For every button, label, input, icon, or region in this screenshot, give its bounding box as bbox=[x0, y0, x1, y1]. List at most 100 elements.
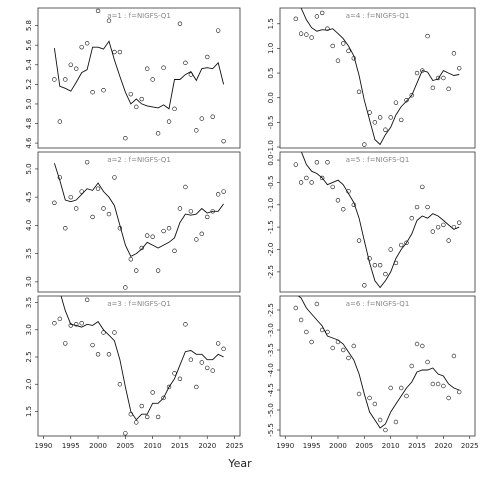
y-tick-label: -5.5 bbox=[267, 423, 275, 437]
y-tick-label: -4.5 bbox=[267, 383, 275, 397]
observed-point bbox=[68, 323, 73, 328]
observed-point bbox=[194, 237, 199, 242]
observed-point bbox=[63, 341, 68, 346]
observed-point bbox=[314, 160, 320, 165]
observed-point bbox=[409, 215, 414, 221]
observed-point bbox=[112, 49, 117, 55]
y-tick-label: 3.0 bbox=[25, 276, 33, 287]
observed-point bbox=[362, 142, 367, 147]
observed-point bbox=[304, 175, 309, 181]
observed-point bbox=[139, 96, 144, 102]
observed-point bbox=[319, 327, 325, 333]
observed-point bbox=[325, 160, 330, 165]
observed-point bbox=[106, 211, 112, 217]
observed-point bbox=[456, 220, 462, 225]
x-tick-label: 1995 bbox=[303, 442, 321, 450]
observed-point bbox=[177, 21, 183, 26]
x-tick-label: 1990 bbox=[276, 442, 294, 450]
x-tick-label: 2020 bbox=[434, 442, 452, 450]
y-tick-label: 5.2 bbox=[25, 79, 33, 90]
y-tick-label: 4.6 bbox=[25, 137, 33, 149]
observed-point bbox=[117, 226, 123, 231]
y-tick-label: 1.5 bbox=[25, 406, 33, 417]
observed-point bbox=[221, 189, 226, 194]
observed-point bbox=[446, 238, 451, 243]
panel-frame bbox=[279, 7, 476, 149]
observed-point bbox=[199, 116, 204, 121]
observed-point bbox=[372, 262, 378, 268]
observed-point bbox=[205, 365, 210, 371]
observed-point bbox=[409, 93, 414, 98]
y-tick-label: 4.0 bbox=[25, 220, 33, 231]
x-tick-label: 1990 bbox=[35, 442, 53, 450]
observed-point bbox=[420, 184, 425, 190]
y-tick-label: -4.0 bbox=[267, 363, 275, 377]
observed-point bbox=[393, 100, 399, 105]
y-tick-label: 4.5 bbox=[25, 192, 33, 203]
observed-point bbox=[420, 68, 425, 73]
observed-point bbox=[177, 376, 183, 382]
observed-point bbox=[117, 382, 123, 387]
observed-point bbox=[356, 238, 362, 243]
y-tick-label: 4.8 bbox=[25, 118, 33, 129]
observed-point bbox=[335, 198, 341, 203]
observed-point bbox=[430, 229, 436, 234]
observed-point bbox=[330, 345, 335, 351]
observed-point bbox=[183, 184, 188, 190]
observed-point bbox=[346, 48, 351, 54]
observed-point bbox=[150, 77, 155, 82]
observed-point bbox=[319, 10, 325, 16]
observed-point bbox=[134, 420, 139, 425]
observed-point bbox=[95, 8, 101, 14]
observed-point bbox=[68, 194, 73, 200]
observed-point bbox=[351, 56, 356, 61]
observed-point bbox=[388, 385, 393, 391]
observed-point bbox=[435, 381, 441, 387]
observed-point bbox=[68, 62, 73, 67]
x-tick-label: 2025 bbox=[461, 442, 479, 450]
observed-point bbox=[446, 86, 451, 92]
fitted-line bbox=[60, 296, 224, 421]
fitted-line bbox=[300, 152, 460, 289]
observed-point bbox=[414, 204, 420, 210]
observed-point bbox=[161, 228, 166, 234]
observed-point bbox=[194, 384, 199, 390]
observed-point bbox=[298, 317, 304, 323]
observed-point bbox=[341, 41, 346, 46]
observed-point bbox=[451, 224, 457, 230]
observed-point bbox=[221, 346, 226, 352]
observed-point bbox=[367, 395, 372, 401]
observed-point bbox=[90, 214, 95, 220]
y-tick-label: 0.5 bbox=[267, 68, 275, 79]
observed-point bbox=[144, 414, 150, 420]
observed-point bbox=[456, 65, 462, 71]
observed-point bbox=[441, 222, 446, 228]
panel-frame bbox=[37, 295, 241, 437]
observed-point bbox=[362, 283, 367, 288]
observed-point bbox=[155, 131, 161, 136]
panel-title: a=4 : f=NIGFS-Q1 bbox=[346, 12, 410, 20]
panel-title: a=2 : f=NIGFS-Q1 bbox=[107, 156, 171, 164]
x-tick-label: 2005 bbox=[116, 442, 134, 450]
observed-point bbox=[456, 389, 462, 395]
observed-point bbox=[298, 31, 304, 36]
observed-point bbox=[425, 33, 430, 39]
observed-point bbox=[441, 75, 446, 81]
observed-point bbox=[215, 192, 221, 197]
observed-point bbox=[356, 89, 362, 95]
observed-point bbox=[325, 329, 330, 335]
panel-title: a=3 : f=NIGFS-Q1 bbox=[107, 300, 171, 308]
y-tick-label: -1.5 bbox=[267, 220, 275, 234]
x-tick-label: 2025 bbox=[226, 442, 244, 450]
observed-point bbox=[205, 54, 210, 60]
observed-point bbox=[430, 85, 436, 91]
observed-point bbox=[293, 162, 299, 167]
observed-point bbox=[425, 204, 430, 210]
observed-point bbox=[155, 414, 161, 420]
observed-point bbox=[79, 44, 84, 50]
observed-point bbox=[84, 297, 90, 303]
panel-frame bbox=[279, 295, 476, 437]
x-tick-label: 2010 bbox=[144, 442, 162, 450]
observed-point bbox=[325, 26, 330, 31]
observed-point bbox=[95, 186, 101, 191]
